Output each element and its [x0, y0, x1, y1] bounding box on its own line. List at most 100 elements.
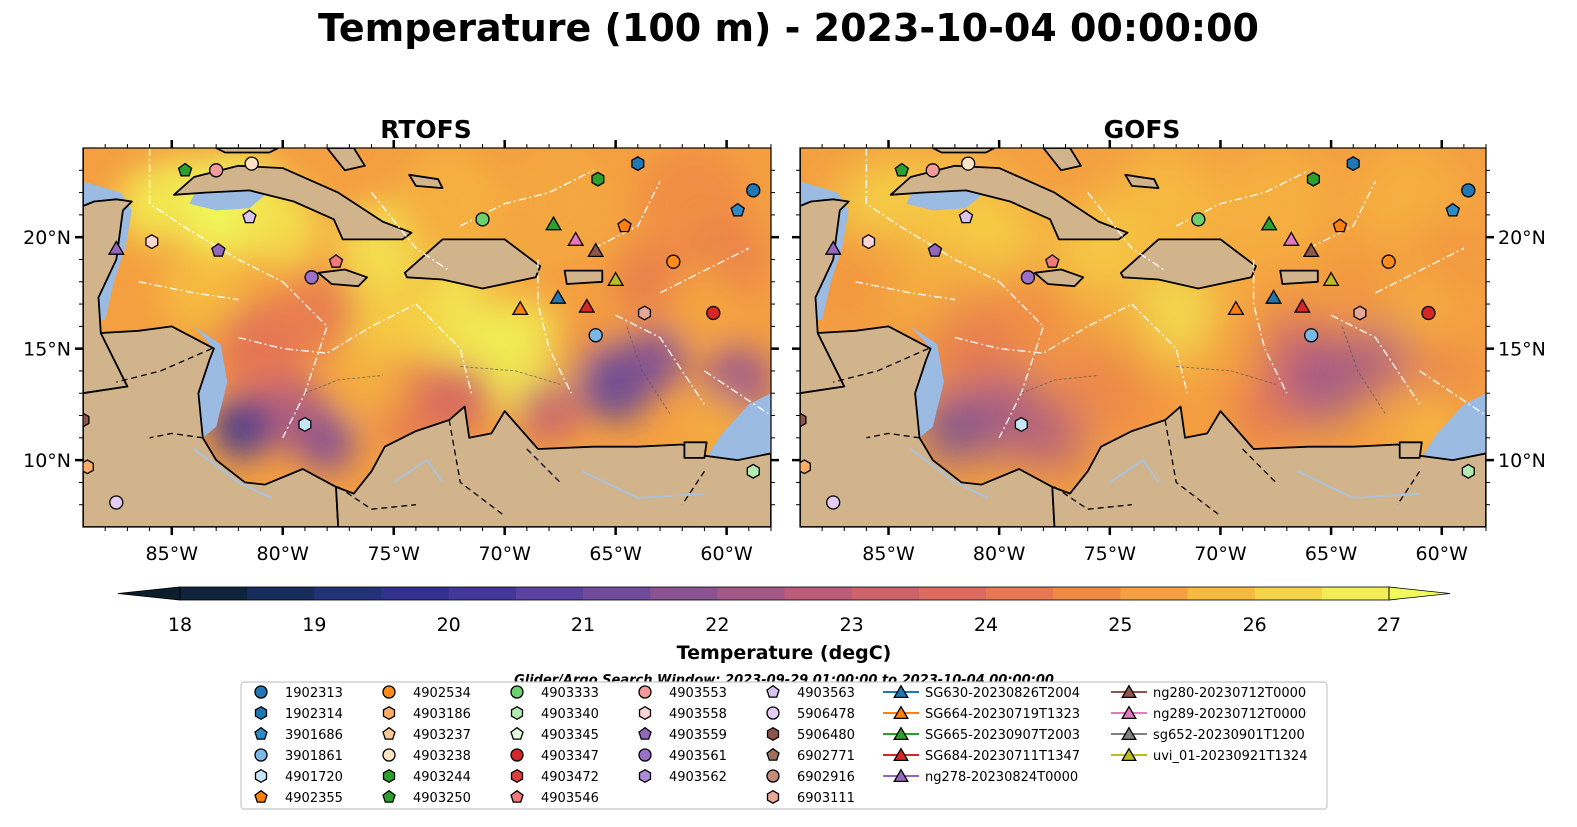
legend-marker	[254, 726, 268, 740]
legend-marker	[766, 747, 780, 761]
legend-item: 6902771	[766, 747, 855, 764]
legend-marker	[766, 684, 780, 698]
legend-marker	[1121, 747, 1137, 762]
legend-item: 4903238	[382, 748, 471, 764]
legend-marker	[510, 685, 524, 699]
marker-4903250	[894, 162, 910, 177]
legend-item: 1902313	[254, 685, 343, 701]
legend-label: 4903561	[669, 749, 727, 764]
legend-label: 4903553	[669, 686, 727, 701]
colorbar-segment	[1187, 587, 1256, 600]
colorbar-segment	[1053, 587, 1121, 600]
legend-item: 4903562	[638, 768, 727, 785]
legend-item: 6902916	[766, 769, 855, 785]
colorbar-segment	[1321, 587, 1390, 600]
legend-label: 4903237	[413, 728, 471, 743]
lon-tick-label: 65°W	[589, 543, 642, 565]
legend-item: 4903553	[638, 685, 727, 701]
colorbar-segment	[986, 587, 1054, 600]
legend-label: ng280-20230712T0000	[1153, 686, 1306, 701]
marker-ng278-20230824T0000	[824, 240, 842, 255]
legend-label: 5906480	[797, 728, 855, 743]
colorbar-tick-label: 23	[840, 614, 864, 636]
marker-ng289-20230712T0000	[1282, 231, 1300, 246]
legend-marker	[382, 768, 396, 784]
marker-4903186	[800, 459, 811, 475]
legend-item: sg652-20230901T1200	[1111, 726, 1305, 743]
colorbar-segment	[1120, 587, 1188, 600]
legend-item: 4903559	[638, 726, 727, 743]
colorbar-segment	[515, 587, 584, 600]
legend-label: 3901861	[285, 749, 343, 764]
marker-4903340	[746, 463, 760, 479]
lon-tick-label: 75°W	[367, 543, 420, 565]
legend-item: 4901720	[254, 768, 343, 785]
marker-4903347	[706, 305, 721, 321]
legend-item: ng289-20230712T0000	[1111, 705, 1306, 722]
lon-tick-label: 85°W	[862, 543, 915, 565]
marker-6903111	[637, 305, 652, 321]
legend-item: 4902355	[254, 789, 343, 806]
colorbar-segment	[448, 587, 517, 600]
marker-ng280-20230712T0000	[1302, 242, 1320, 258]
legend-label: 6902771	[797, 749, 855, 764]
colorbar-segment	[1254, 587, 1323, 600]
marker-ng280-20230712T0000	[587, 242, 605, 258]
legend-label: ng278-20230824T0000	[925, 770, 1078, 785]
legend-label: uvi_01-20230921T1324	[1153, 749, 1307, 764]
marker-4903561	[1020, 270, 1036, 285]
legend-marker	[510, 705, 524, 721]
legend-marker	[638, 768, 652, 784]
legend-item: 4903340	[510, 705, 599, 722]
legend-item: 4903558	[638, 705, 727, 722]
legend-label: 4903250	[413, 791, 471, 806]
marker-4903340	[1461, 463, 1475, 479]
colorbar-segment	[180, 587, 248, 600]
figure-title: Temperature (100 m) - 2023-10-04 00:00:0…	[317, 6, 1259, 50]
legend-label: ng289-20230712T0000	[1153, 707, 1306, 722]
marker-1902313	[1461, 183, 1476, 198]
marker-5906478	[109, 495, 124, 510]
marker-4902355	[1332, 218, 1348, 233]
marker-4903546	[328, 254, 344, 268]
legend-marker	[510, 768, 524, 784]
colorbar-segment	[583, 587, 651, 600]
lon-tick-label: 65°W	[1305, 543, 1358, 565]
map-frame	[82, 147, 772, 528]
legend-label: 4903563	[797, 686, 855, 701]
legend-label: 4903347	[541, 749, 599, 764]
marker-4903561	[304, 270, 319, 285]
legend-label: 4903562	[669, 770, 727, 785]
legend-item: 6903111	[766, 789, 855, 806]
legend-label: 4903558	[669, 707, 727, 722]
rtofs-map: 85°W 80°W 75°W 70°W 65°W 60°W 10°N 15°N 20°N	[23, 140, 779, 565]
colorbar-segment	[918, 587, 987, 600]
marker-SG664-20230719T1323	[1227, 300, 1245, 316]
marker-ng289-20230712T0000	[567, 231, 585, 246]
marker-uvi_01-20230921T1324	[1322, 271, 1340, 287]
legend-box	[240, 681, 1328, 810]
marker-uvi_01-20230921T1324	[607, 271, 625, 287]
marker-4902534	[666, 254, 681, 269]
legend-item: SG665-20230907T2003	[883, 726, 1080, 743]
legend-item: 4903546	[510, 789, 599, 806]
legend-marker	[893, 768, 909, 783]
legend-marker	[510, 789, 524, 803]
lon-tick-label: 70°W	[1194, 543, 1247, 565]
legend-label: 4903244	[413, 770, 471, 785]
legend-label: 6902916	[797, 770, 855, 785]
legend-label: SG684-20230711T1347	[925, 749, 1080, 764]
marker-4903546	[1045, 254, 1060, 268]
legend-item: 3901686	[254, 726, 343, 743]
legend-marker	[638, 748, 652, 762]
colorbar-segment	[851, 587, 920, 600]
gofs-map: 85°W 80°W 75°W 70°W 65°W 60°W 10°N 15°N 20°N	[792, 140, 1546, 565]
legend-item: SG664-20230719T1323	[883, 705, 1080, 722]
marker-3901686	[1445, 202, 1461, 217]
marker-SG684-20230711T1347	[578, 298, 596, 313]
legend-item: 5906480	[766, 726, 855, 743]
colorbar-tick-label: 18	[168, 614, 192, 636]
legend-marker	[766, 706, 780, 720]
colorbar-segment	[381, 587, 450, 600]
